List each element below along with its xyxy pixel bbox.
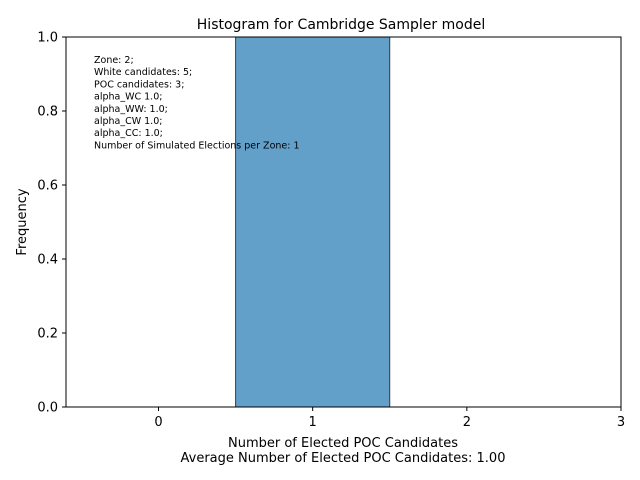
x-axis-sublabel: Average Number of Elected POC Candidates… — [181, 451, 506, 466]
annotation-line: Zone: 2; — [94, 55, 134, 66]
x-tick-label: 1 — [309, 415, 317, 430]
chart-title: Histogram for Cambridge Sampler model — [197, 17, 485, 33]
x-tick-label: 3 — [617, 415, 625, 430]
x-tick-label: 2 — [463, 415, 471, 430]
x-axis-ticks: 0 1 2 3 — [154, 407, 625, 430]
annotation-line: White candidates: 5; — [94, 67, 192, 78]
y-tick-label: 0.0 — [37, 401, 58, 416]
y-tick-label: 0.4 — [37, 253, 58, 268]
y-axis-label: Frequency — [15, 188, 30, 255]
plot-area-frame — [65, 36, 622, 408]
annotation-line: alpha_WW: 1.0; — [94, 104, 168, 115]
histogram-bar — [235, 36, 391, 408]
y-tick-label: 0.2 — [37, 327, 58, 342]
histogram-bars — [235, 36, 391, 408]
annotation-line: Number of Simulated Elections per Zone: … — [94, 140, 300, 151]
y-tick-label: 0.6 — [37, 179, 58, 194]
x-tick-label: 0 — [154, 415, 162, 430]
y-tick-label: 1.0 — [37, 31, 58, 46]
annotation-line: alpha_WC 1.0; — [94, 92, 162, 103]
annotation-line: POC candidates: 3; — [94, 79, 184, 90]
y-axis-ticks: 0.0 0.2 0.4 0.6 0.8 1.0 — [37, 31, 66, 416]
y-tick-label: 0.8 — [37, 105, 58, 120]
annotation-line: alpha_CC: 1.0; — [94, 128, 163, 139]
x-axis-label: Number of Elected POC Candidates — [228, 436, 458, 451]
annotation-line: alpha_CW 1.0; — [94, 116, 162, 127]
parameter-annotation: Zone: 2;White candidates: 5;POC candidat… — [94, 55, 300, 151]
